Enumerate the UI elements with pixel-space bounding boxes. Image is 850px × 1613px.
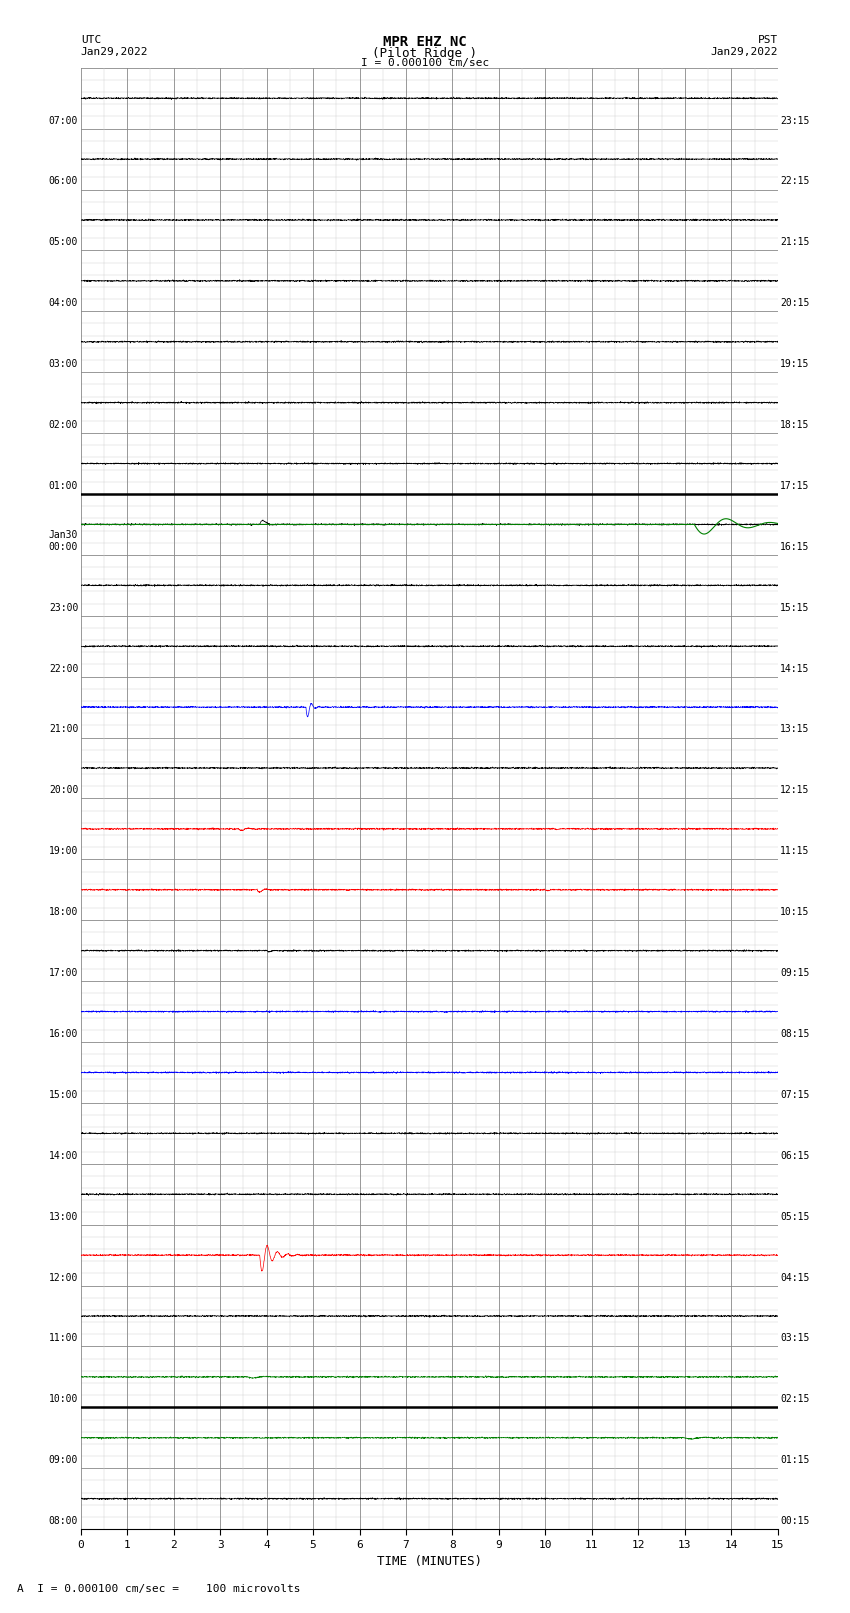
Text: 21:15: 21:15 (780, 237, 810, 247)
Text: Jan29,2022: Jan29,2022 (81, 47, 148, 56)
Text: 14:15: 14:15 (780, 663, 810, 674)
Text: 02:15: 02:15 (780, 1394, 810, 1405)
Text: 06:00: 06:00 (48, 176, 78, 187)
Text: 20:15: 20:15 (780, 298, 810, 308)
Text: 05:15: 05:15 (780, 1211, 810, 1221)
Text: 11:15: 11:15 (780, 847, 810, 857)
Text: 00:15: 00:15 (780, 1516, 810, 1526)
Text: 09:00: 09:00 (48, 1455, 78, 1465)
Text: 17:00: 17:00 (48, 968, 78, 977)
Text: 10:00: 10:00 (48, 1394, 78, 1405)
Text: MPR EHZ NC: MPR EHZ NC (383, 35, 467, 50)
Text: 18:15: 18:15 (780, 419, 810, 431)
Text: 08:15: 08:15 (780, 1029, 810, 1039)
Text: 15:15: 15:15 (780, 603, 810, 613)
Text: 16:15: 16:15 (780, 542, 810, 552)
Text: 04:15: 04:15 (780, 1273, 810, 1282)
Text: 01:15: 01:15 (780, 1455, 810, 1465)
Text: 23:00: 23:00 (48, 603, 78, 613)
Text: 13:00: 13:00 (48, 1211, 78, 1221)
Text: 18:00: 18:00 (48, 907, 78, 918)
Text: (Pilot Ridge ): (Pilot Ridge ) (372, 47, 478, 60)
Text: 04:00: 04:00 (48, 298, 78, 308)
Text: 17:15: 17:15 (780, 481, 810, 490)
Text: 23:15: 23:15 (780, 116, 810, 126)
Text: 21:00: 21:00 (48, 724, 78, 734)
Text: 12:00: 12:00 (48, 1273, 78, 1282)
Text: 09:15: 09:15 (780, 968, 810, 977)
Text: UTC: UTC (81, 35, 101, 45)
Text: 03:00: 03:00 (48, 360, 78, 369)
Text: 05:00: 05:00 (48, 237, 78, 247)
Text: 03:15: 03:15 (780, 1334, 810, 1344)
Text: 12:15: 12:15 (780, 786, 810, 795)
Text: 19:15: 19:15 (780, 360, 810, 369)
Text: 16:00: 16:00 (48, 1029, 78, 1039)
Text: Jan29,2022: Jan29,2022 (711, 47, 778, 56)
Text: 19:00: 19:00 (48, 847, 78, 857)
Text: 20:00: 20:00 (48, 786, 78, 795)
Text: 08:00: 08:00 (48, 1516, 78, 1526)
Text: 07:15: 07:15 (780, 1090, 810, 1100)
Text: 14:00: 14:00 (48, 1150, 78, 1161)
Text: PST: PST (757, 35, 778, 45)
Text: 06:15: 06:15 (780, 1150, 810, 1161)
Text: 02:00: 02:00 (48, 419, 78, 431)
Text: 11:00: 11:00 (48, 1334, 78, 1344)
Text: Jan30
00:00: Jan30 00:00 (48, 531, 78, 552)
Text: I = 0.000100 cm/sec: I = 0.000100 cm/sec (361, 58, 489, 68)
Text: 10:15: 10:15 (780, 907, 810, 918)
Text: 01:00: 01:00 (48, 481, 78, 490)
Text: 07:00: 07:00 (48, 116, 78, 126)
X-axis label: TIME (MINUTES): TIME (MINUTES) (377, 1555, 482, 1568)
Text: 22:15: 22:15 (780, 176, 810, 187)
Text: 22:00: 22:00 (48, 663, 78, 674)
Text: 15:00: 15:00 (48, 1090, 78, 1100)
Text: 13:15: 13:15 (780, 724, 810, 734)
Text: A  I = 0.000100 cm/sec =    100 microvolts: A I = 0.000100 cm/sec = 100 microvolts (17, 1584, 301, 1594)
